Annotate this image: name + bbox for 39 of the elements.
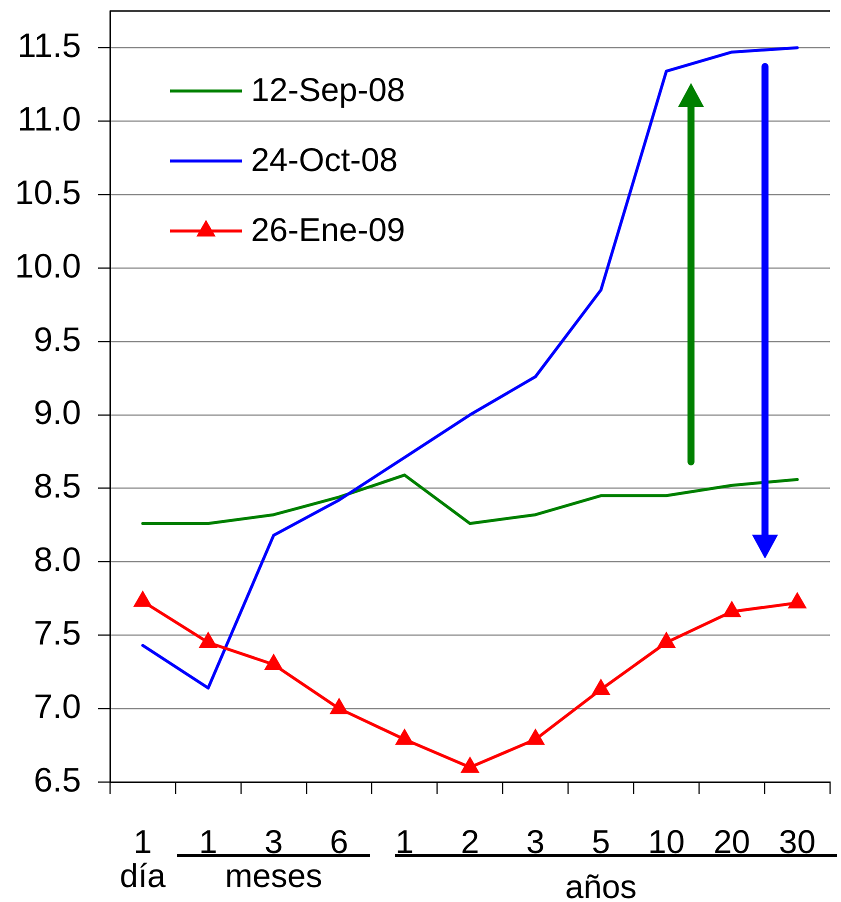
x-tick-label: 2: [460, 822, 480, 860]
y-tick-label: 7.0: [34, 688, 81, 726]
x-tick-label: 10: [648, 822, 685, 860]
y-tick-label: 6.5: [34, 761, 81, 800]
point: [722, 600, 742, 618]
x-tick-label: 6: [330, 822, 348, 860]
x-tick-label: 30: [778, 822, 816, 860]
text: día: [120, 857, 166, 894]
x-tick-label: 3: [264, 822, 283, 860]
point: [788, 592, 807, 608]
y-tick-label: 11.5: [17, 27, 81, 66]
y-tick-label: 9.5: [34, 320, 81, 359]
point: [395, 728, 414, 745]
x-tick-label: 3: [526, 822, 545, 860]
legend-label: 24-Oct-08: [251, 141, 398, 178]
y-tick-label: 8.5: [34, 468, 81, 506]
point: [460, 756, 480, 773]
text: meses: [225, 857, 322, 894]
y-tick-label: 10.0: [14, 247, 81, 286]
legend-label: 12-Sep-08: [251, 71, 406, 108]
legend-label: 26-Ene-09: [251, 211, 406, 248]
point: [133, 590, 152, 607]
y-tick-label: 7.5: [34, 614, 81, 653]
text: años: [565, 868, 637, 902]
x-tick-label: 1: [395, 822, 414, 860]
x-tick-label: 1: [134, 822, 152, 860]
x-tick-label: 5: [592, 822, 610, 860]
y-tick-label: 10.5: [14, 174, 81, 212]
y-tick-label: 11.0: [17, 100, 81, 139]
point: [656, 631, 676, 648]
point: [330, 698, 349, 714]
y-tick-label: 9.0: [34, 394, 81, 432]
point: [526, 728, 545, 745]
x-tick-label: 1: [199, 822, 218, 860]
y-tick-label: 8.0: [34, 541, 81, 580]
point: [591, 678, 610, 695]
point: [198, 631, 218, 648]
point: [264, 654, 284, 670]
x-tick-label: 20: [713, 822, 750, 860]
